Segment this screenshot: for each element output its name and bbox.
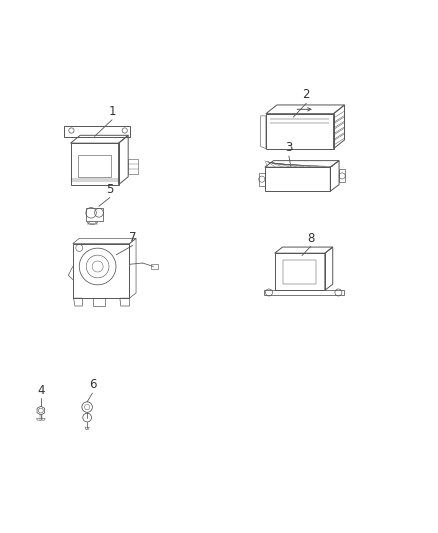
Text: 8: 8 — [307, 232, 314, 245]
FancyArrowPatch shape — [297, 108, 311, 111]
Text: 2: 2 — [303, 88, 310, 101]
Text: 5: 5 — [106, 183, 113, 196]
Text: 7: 7 — [129, 231, 136, 244]
Text: 4: 4 — [37, 384, 45, 397]
Text: 1: 1 — [108, 105, 116, 118]
Text: 6: 6 — [88, 378, 96, 391]
Text: 3: 3 — [285, 141, 293, 154]
